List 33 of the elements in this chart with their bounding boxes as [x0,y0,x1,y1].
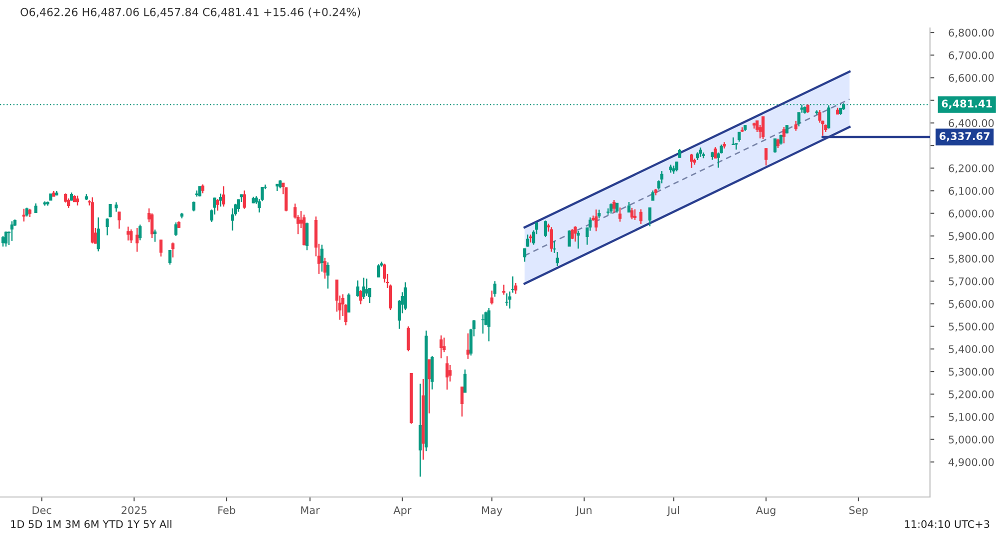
x-tick-label: 2025 [122,506,146,514]
y-tick-label: 6,400.00 [948,119,994,128]
x-tick-label: May [482,506,502,516]
text: 1D 5D 1M 3M 6M YTD 1Y 5Y All [11,520,172,528]
y-tick-label: 5,800.00 [948,254,994,264]
x-tick-label: Sep [849,506,868,516]
y-tick-label: 6,600.00 [948,74,994,83]
x-tick-label: Mar [301,506,320,514]
y-tick-label: 5,900.00 [948,232,994,242]
text: 11:04:10 UTC+3 [905,520,990,528]
y-tick-label: 5,700.00 [948,277,994,286]
x-tick-label: Feb [218,506,236,514]
y-tick-label: 6,200.00 [948,164,994,174]
y-tick-label: 6,700.00 [948,51,994,60]
y-tick-label: 5,400.00 [948,345,994,354]
x-tick-label: Aug [756,506,776,516]
y-tick-label: 6,800.00 [948,28,994,38]
x-tick-label: Jul [666,506,679,516]
annotation: 6,337.67 [940,132,990,142]
chart-title: O6,462.26 H6,487.06 L6,457.84 C6,481.41 +15.46 (+0.24%) [20,8,360,18]
y-tick-label: 6,000.00 [948,210,994,219]
y-tick-label: 5,000.00 [948,436,994,445]
x-tick-label: Apr [393,506,412,516]
ref-line-label: 6,481.41 [942,100,992,109]
y-tick-label: 4,900.00 [948,458,994,468]
y-tick-label: 6,100.00 [948,186,994,196]
y-tick-label: 5,200.00 [948,390,994,400]
y-tick-label: 5,100.00 [948,412,994,422]
y-tick-label: 5,600.00 [948,300,994,309]
y-tick-label: 5,500.00 [948,322,994,332]
x-tick-label: Jun [576,506,592,516]
x-tick-label: Dec [32,506,52,514]
y-tick-label: 5,300.00 [948,368,994,377]
